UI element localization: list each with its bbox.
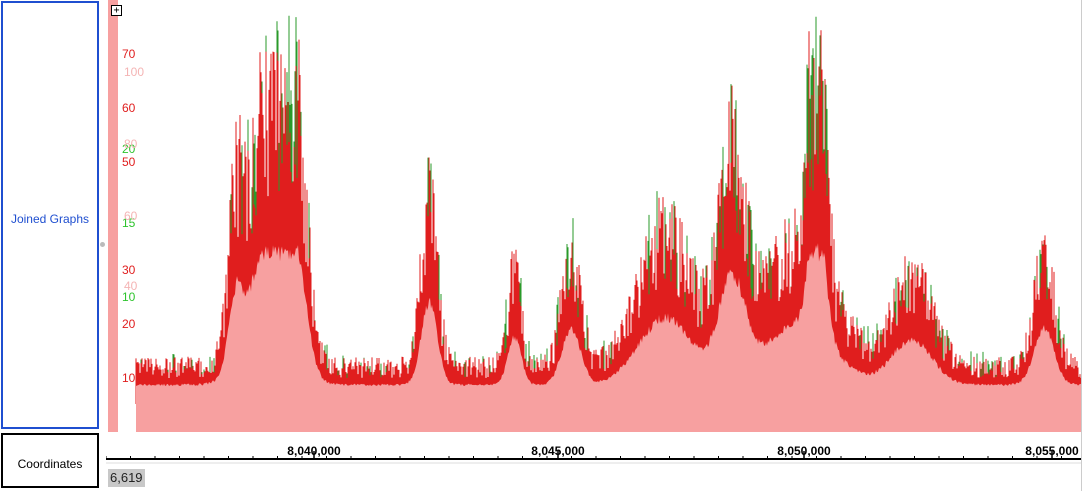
resize-handle[interactable] — [100, 242, 105, 247]
y-tick-label: 20 — [122, 142, 136, 156]
y-tick-label: 80 — [124, 137, 138, 151]
y-tick-label: 30 — [122, 263, 136, 277]
x-axis-label: 8,050,000 — [777, 444, 831, 458]
x-axis-label: 8,045,000 — [531, 444, 585, 458]
coordinate-readout: 6,619 — [108, 469, 145, 487]
y-tick-label: 10 — [122, 371, 136, 385]
coordinates-ruler[interactable]: 8,040,000 8,045,000 8,050,000 8,055,000 — [105, 432, 1082, 491]
y-tick-label: 60 — [122, 101, 136, 115]
y-tick-label: 70 — [122, 47, 136, 61]
y-tick-label: 60 — [124, 209, 138, 223]
y-tick-label: 10 — [122, 290, 136, 304]
graph-canvas — [135, 15, 1082, 432]
y-tick-label: 20 — [122, 317, 136, 331]
x-axis-label: 8,040,000 — [287, 444, 341, 458]
y-tick-label: 15 — [122, 216, 136, 230]
joined-graphs-label: Joined Graphs — [10, 212, 90, 226]
joined-graphs-plot[interactable] — [106, 0, 1082, 432]
y-tick-label: 100 — [124, 65, 145, 79]
y-tick-label: 40 — [124, 279, 138, 293]
y-tick-label: 50 — [122, 155, 136, 169]
ruler-canvas — [105, 451, 1082, 464]
joined-graphs-track-label[interactable]: Joined Graphs — [1, 1, 99, 429]
coordinates-track-label[interactable]: Coordinates — [1, 433, 99, 488]
x-axis-label: 8,055,000 — [1025, 444, 1079, 458]
coordinates-label: Coordinates — [17, 457, 83, 471]
expand-track-button[interactable]: + — [111, 5, 122, 16]
y-scale-bar — [108, 0, 118, 432]
